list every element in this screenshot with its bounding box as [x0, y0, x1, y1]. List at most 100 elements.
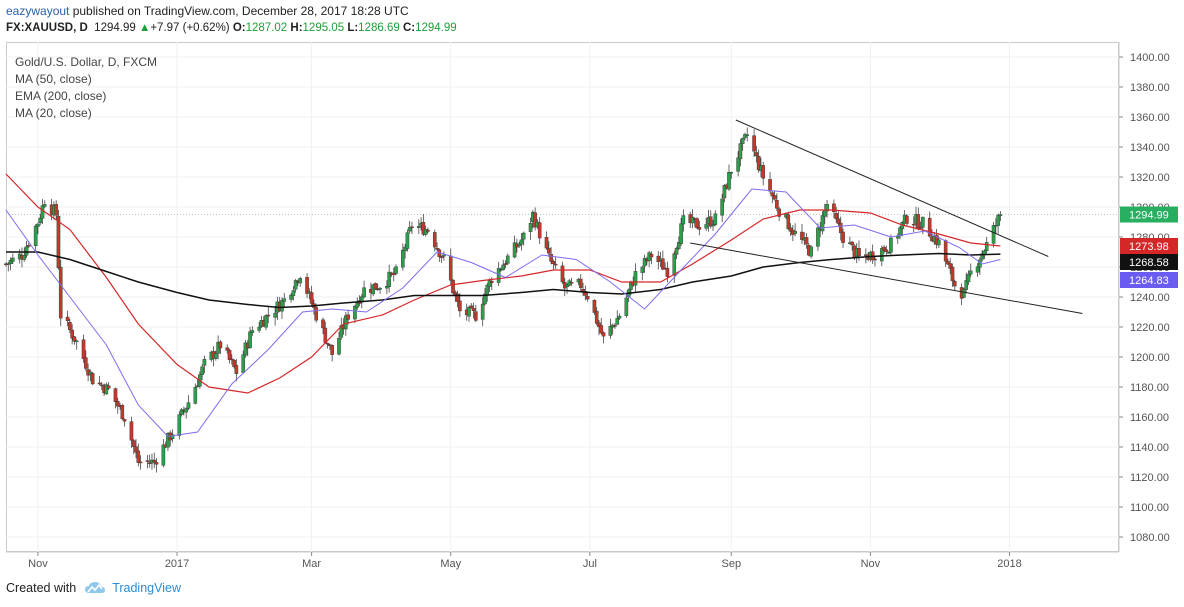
- candle-body: [608, 326, 613, 336]
- candle-body: [679, 223, 683, 244]
- candle-body: [537, 222, 542, 239]
- candle-body: [761, 165, 766, 179]
- candle-body: [857, 248, 861, 257]
- candle-body: [946, 261, 950, 265]
- candle-body: [948, 263, 953, 269]
- candle-body: [179, 409, 184, 415]
- legend-ma50[interactable]: MA (50, close): [15, 72, 92, 86]
- candle-body: [54, 204, 58, 216]
- candle-body: [442, 254, 446, 257]
- candle-body: [373, 283, 378, 290]
- candle-body: [36, 223, 40, 227]
- candle-body: [775, 200, 779, 209]
- candle-body: [439, 256, 444, 258]
- candle-body: [756, 156, 761, 171]
- candle-body: [458, 300, 462, 312]
- legend-ma20[interactable]: MA (20, close): [15, 106, 92, 120]
- candle-body: [11, 257, 15, 262]
- candle-body: [106, 385, 111, 389]
- price-label-tag: [1120, 254, 1178, 270]
- x-tick-label: Jul: [583, 558, 597, 570]
- candle-body: [505, 255, 510, 264]
- candle-body: [74, 340, 79, 343]
- candle-body: [738, 143, 743, 160]
- candle-body: [487, 280, 492, 287]
- candle-body: [681, 215, 686, 225]
- candle-body: [613, 325, 617, 327]
- ohlc-line: FX:XAUUSD, D 1294.99 ▲+7.97 (+0.62%) O:1…: [6, 22, 457, 34]
- candle-body: [339, 325, 344, 338]
- candle-body: [280, 300, 284, 312]
- price-label-text: 1264.83: [1129, 275, 1169, 287]
- candle-body: [282, 298, 287, 302]
- candle-body: [695, 218, 699, 229]
- candle-body: [264, 315, 268, 328]
- candle-body: [337, 338, 341, 355]
- candle-body: [330, 345, 334, 355]
- close-value: 1294.99: [415, 22, 457, 34]
- legend-ema200[interactable]: EMA (200, close): [15, 89, 107, 103]
- candle-body: [722, 185, 727, 199]
- candle-body: [471, 308, 476, 311]
- candle-body: [291, 290, 296, 296]
- price-label-tag: [1120, 272, 1178, 288]
- candle-body: [152, 459, 157, 463]
- candle-body: [455, 293, 460, 302]
- candle-body: [170, 434, 175, 439]
- indicator-line: [5, 188, 1001, 438]
- author-link[interactable]: eazywayout: [6, 4, 70, 18]
- candle-body: [585, 296, 590, 300]
- candle-body: [832, 203, 836, 213]
- candle-body: [788, 227, 793, 232]
- candle-body: [998, 214, 1003, 216]
- publish-text: published on TradingView.com, December 2…: [69, 4, 409, 18]
- candle-body: [850, 241, 854, 246]
- candle-body: [615, 318, 620, 325]
- candle-body: [624, 297, 629, 316]
- candle-body: [838, 222, 843, 234]
- candle-body: [202, 359, 207, 366]
- candle-body: [97, 382, 102, 385]
- candle-body: [227, 349, 232, 360]
- candle-body: [809, 246, 813, 257]
- candle-body: [40, 205, 45, 219]
- candle-body: [323, 327, 328, 343]
- y-tick-label: 1180.00: [1130, 382, 1169, 394]
- candle-body: [145, 460, 150, 462]
- candle-body: [551, 261, 556, 265]
- candle-body: [617, 315, 622, 319]
- candle-body: [387, 271, 391, 287]
- candle-body: [640, 266, 645, 273]
- candle-body: [873, 258, 877, 261]
- candle-body: [115, 400, 120, 407]
- candle-body: [234, 365, 239, 374]
- candle-body: [816, 227, 820, 247]
- candle-body: [836, 218, 841, 224]
- candle-body: [841, 231, 845, 243]
- candle-body: [401, 249, 405, 268]
- y-tick-label: 1160.00: [1130, 412, 1169, 424]
- legend-title: Gold/U.S. Dollar, D, FXCM: [15, 55, 158, 69]
- candle-body: [569, 281, 574, 284]
- candle-body: [325, 343, 330, 345]
- candle-body: [752, 135, 756, 152]
- candle-body: [24, 246, 29, 256]
- candle-body: [232, 360, 236, 367]
- candle-body: [708, 216, 713, 227]
- low-label: L:: [347, 22, 359, 34]
- candle-body: [410, 226, 414, 229]
- candle-body: [8, 260, 13, 264]
- price-label-text: 1294.99: [1129, 210, 1169, 222]
- low-value: 1286.69: [358, 22, 400, 34]
- candle-body: [786, 214, 791, 230]
- up-arrow-icon: ▲: [138, 22, 151, 34]
- candle-body: [42, 204, 47, 207]
- tradingview-link[interactable]: TradingView: [112, 581, 181, 595]
- candle-body: [469, 305, 474, 308]
- candle-body: [273, 312, 277, 318]
- candle-body: [727, 172, 731, 190]
- cloud-logo-icon[interactable]: [84, 581, 106, 595]
- x-tick-label: 2017: [165, 558, 189, 570]
- candle-body: [257, 326, 261, 331]
